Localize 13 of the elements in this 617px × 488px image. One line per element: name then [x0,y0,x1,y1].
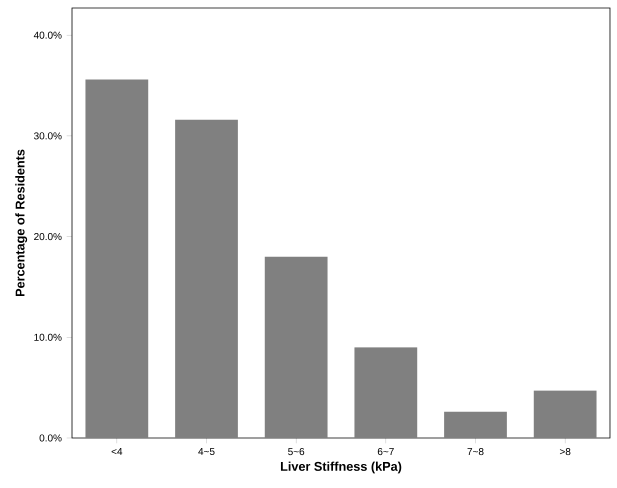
x-tick-label: >8 [560,448,570,456]
x-tick-label: 5~6 [288,448,304,456]
x-axis-title: Liver Stiffness (kPa) [280,462,402,474]
y-axis-title: Percentage of Residents [15,150,28,296]
y-tick-label: 20.0% [34,233,62,240]
y-tick-label: 10.0% [34,334,62,341]
y-tick-label: 40.0% [34,32,62,39]
x-tick-label: 7~8 [468,448,484,456]
x-tick-label: <4 [112,448,122,455]
y-tick-label: 0.0% [40,434,62,442]
y-tick-label: 30.0% [34,132,62,140]
x-tick-label: 4~5 [198,448,215,456]
x-tick-label: 6~7 [378,448,394,456]
